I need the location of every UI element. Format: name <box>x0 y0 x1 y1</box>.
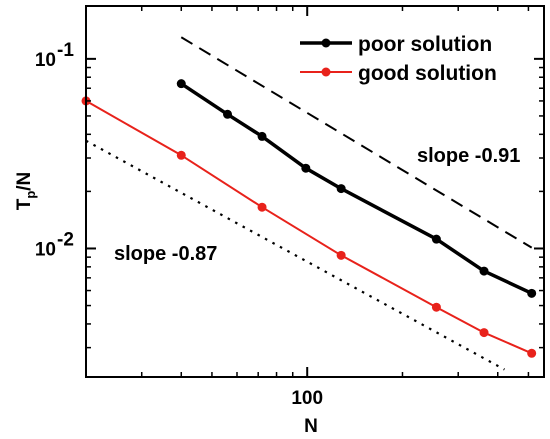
guide-line-dotted <box>86 139 505 371</box>
data-point-poor-solution <box>223 109 233 119</box>
data-point-good-solution <box>431 302 441 312</box>
y-tick-label: 10 <box>35 239 56 260</box>
annotation-slope-good: slope -0.87 <box>114 243 217 265</box>
legend-marker-poor <box>321 38 331 48</box>
data-point-poor-solution <box>527 288 537 298</box>
axis-ticks <box>85 6 544 377</box>
data-point-good-solution <box>257 202 267 212</box>
series-line-poor-solution <box>180 82 533 295</box>
y-axis-title-subscript: p <box>23 191 38 199</box>
data-point-poor-solution <box>431 234 441 244</box>
y-axis-title-rest: /N <box>14 172 35 191</box>
series-poor-solution <box>176 79 537 298</box>
data-point-poor-solution <box>301 163 311 173</box>
x-axis-title: N <box>304 416 318 437</box>
data-point-good-solution <box>336 250 346 260</box>
series-layer <box>81 79 537 358</box>
legend-marker-good <box>321 67 331 77</box>
data-point-good-solution <box>479 328 489 338</box>
guide-lines <box>86 36 533 371</box>
guide-line-dashed <box>180 36 533 249</box>
data-point-poor-solution <box>257 131 267 141</box>
y-tick-label-exponent: -2 <box>57 229 74 250</box>
legend-item-poor-solution: poor solution <box>300 33 492 56</box>
data-point-good-solution <box>176 150 186 160</box>
data-point-poor-solution <box>336 184 346 194</box>
legend-label-good: good solution <box>358 62 497 85</box>
series-good-solution <box>81 96 537 358</box>
annotation-slope-poor: slope -0.91 <box>417 145 520 167</box>
series-line-good-solution <box>85 100 533 355</box>
legend-label-poor: poor solution <box>358 33 492 56</box>
data-point-poor-solution <box>479 266 489 276</box>
data-point-good-solution <box>527 348 537 358</box>
data-point-poor-solution <box>176 79 186 89</box>
y-axis-title: Tp/N <box>14 172 38 211</box>
y-tick-label: 10 <box>35 50 56 71</box>
y-tick-label-exponent: -1 <box>57 40 74 61</box>
legend: poor solution good solution <box>300 33 497 85</box>
x-tick-label: 100 <box>291 388 323 409</box>
legend-item-good-solution: good solution <box>300 62 497 85</box>
